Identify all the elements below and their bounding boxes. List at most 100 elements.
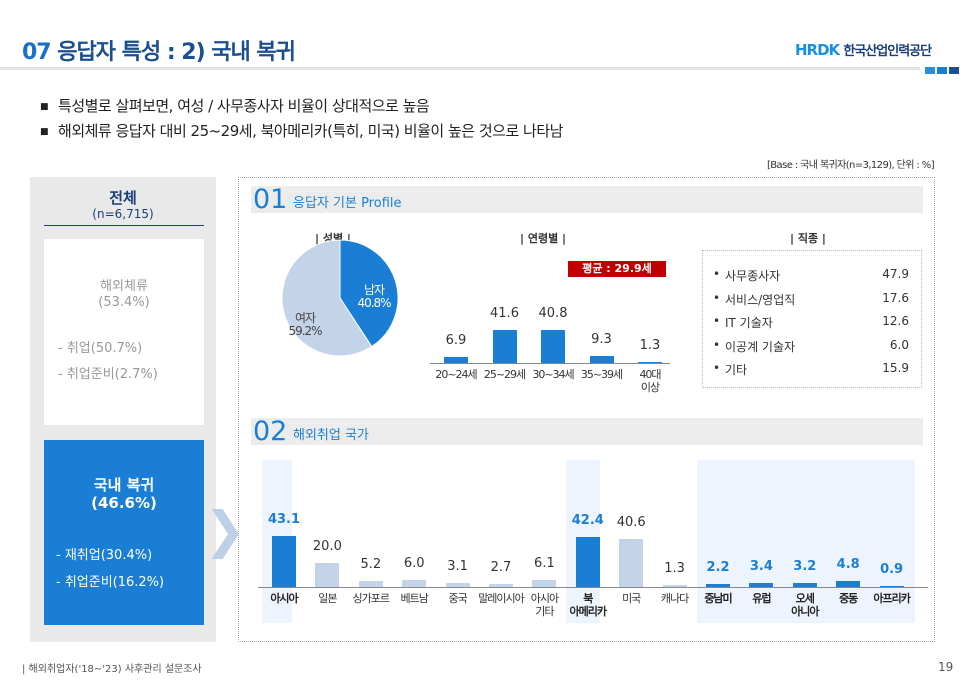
category-label: 미국 bbox=[622, 592, 641, 605]
domestic-box: 국내 복귀 (46.6%) - 재취업(30.4%) - 취업준비(16.2%) bbox=[44, 440, 204, 625]
bar-value-label: 3.4 bbox=[749, 558, 773, 574]
bullet-1: 특성별로 살펴보면, 여성 / 사무종사자 비율이 상대적으로 높음 bbox=[40, 95, 430, 116]
bar bbox=[589, 355, 614, 363]
job-name: 사무종사자 bbox=[725, 269, 781, 283]
bar-value-label: 9.3 bbox=[591, 331, 612, 347]
bar bbox=[638, 361, 662, 363]
bar-value-label: 4.8 bbox=[836, 557, 860, 573]
bullet-dot: • bbox=[713, 314, 721, 328]
category-label: 아시아 bbox=[270, 592, 298, 605]
category-label: 30~34세 bbox=[532, 368, 574, 381]
job-row: 서비스/영업직 17.6 • bbox=[713, 291, 909, 308]
category-label: 오세 아니아 bbox=[791, 592, 819, 618]
category-label: 싱가포르 bbox=[352, 592, 390, 605]
deco-square bbox=[937, 67, 947, 74]
axis-line bbox=[258, 587, 928, 588]
bar-value-label: 0.9 bbox=[880, 561, 904, 577]
overseas-label: 해외체류 bbox=[100, 279, 148, 294]
bar bbox=[489, 583, 513, 587]
bar bbox=[662, 585, 687, 587]
category-label: 25~29세 bbox=[483, 368, 526, 381]
category-label: 일본 bbox=[318, 592, 337, 605]
bar bbox=[492, 329, 517, 363]
pie-label-male: 남자 40.8% bbox=[357, 283, 391, 310]
job-name: 이공계 기술자 bbox=[725, 339, 796, 354]
category-label: 중국 bbox=[448, 592, 467, 605]
job-value: 47.9 bbox=[882, 267, 909, 281]
bullet-2: 해외체류 응답자 대비 25~29세, 북아메리카(특히, 미국) 비율이 높은… bbox=[40, 120, 563, 141]
pie-slice-female bbox=[281, 239, 373, 357]
bar-value-label: 6.0 bbox=[403, 555, 425, 571]
bar bbox=[445, 583, 470, 587]
overseas-pct: (53.4%) bbox=[98, 295, 150, 310]
bar bbox=[836, 581, 861, 587]
bullet-dot: • bbox=[713, 337, 721, 352]
job-table: 사무종사자 47.9 • 서비스/영업직 17.6 • IT 기술자 12.6 • 이공계 기술자… bbox=[702, 250, 922, 388]
title-divider bbox=[0, 67, 920, 70]
overseas-item: - 취업준비(2.7%) bbox=[58, 367, 158, 382]
bar bbox=[358, 580, 383, 587]
bar-value-label: 3.1 bbox=[447, 559, 468, 575]
job-name: 서비스/영업직 bbox=[725, 292, 796, 307]
job-value: 15.9 bbox=[882, 361, 909, 375]
bar-value-label: 40.6 bbox=[616, 515, 646, 531]
bar-value-label: 6.9 bbox=[445, 333, 467, 349]
section-01-header: 01 응답자 기본 Profile bbox=[251, 184, 923, 215]
bar-value-label: 3.2 bbox=[793, 559, 817, 575]
domestic-label: 국내 복귀 bbox=[93, 476, 155, 494]
category-label: 아시아 기타 bbox=[530, 592, 559, 618]
bullet-dot: • bbox=[713, 361, 721, 375]
bar bbox=[402, 579, 427, 587]
average-age-badge: 평균 : 29.9세 bbox=[568, 261, 666, 277]
job-row: 이공계 기술자 6.0 • bbox=[713, 338, 909, 355]
deco-square bbox=[925, 67, 935, 74]
domestic-pct: (46.6%) bbox=[91, 494, 157, 512]
category-label: 35~39세 bbox=[580, 368, 623, 381]
job-name: IT 기술자 bbox=[725, 316, 773, 330]
bar bbox=[749, 582, 774, 587]
bar-value-label: 2.7 bbox=[490, 559, 512, 575]
bar-value-label: 1.3 bbox=[639, 337, 661, 353]
bar-value-label: 6.1 bbox=[534, 555, 555, 571]
job-value: 17.6 bbox=[882, 290, 909, 305]
bullet-dot: • bbox=[713, 267, 721, 281]
job-name: 기타 bbox=[725, 363, 748, 377]
page-number: 19 bbox=[938, 660, 954, 674]
category-label: 20~24세 bbox=[435, 368, 477, 381]
total-n: (n=6,715) bbox=[92, 207, 154, 221]
domestic-item: - 재취업(30.4%) bbox=[56, 548, 153, 563]
left-panel: 전체 (n=6,715) 해외체류 (53.4%) - 취업(50.7%) - … bbox=[30, 177, 216, 642]
bar bbox=[575, 536, 600, 587]
job-value: 12.6 bbox=[882, 314, 909, 328]
category-label: 말레이시아 bbox=[478, 592, 525, 605]
category-label: 베트남 bbox=[400, 592, 429, 605]
bar bbox=[532, 579, 557, 587]
bar bbox=[792, 583, 817, 587]
bar bbox=[272, 536, 296, 587]
pie-label-female: 여자 59.2% bbox=[288, 311, 322, 338]
domestic-item: - 취업준비(16.2%) bbox=[56, 575, 165, 590]
divider bbox=[44, 225, 204, 226]
bar bbox=[315, 563, 340, 587]
page-title: 07 응답자 특성 : 2) 국내 복귀 bbox=[22, 40, 296, 65]
job-row: 기타 15.9 • bbox=[713, 361, 909, 378]
bar bbox=[444, 357, 468, 363]
total-title: 전체 bbox=[109, 189, 137, 207]
axis-line bbox=[430, 363, 670, 364]
bar-value-label: 41.6 bbox=[490, 305, 519, 321]
job-row: IT 기술자 12.6 • bbox=[713, 314, 909, 331]
highlight-band bbox=[697, 460, 915, 623]
bullet-dot: • bbox=[713, 290, 721, 305]
bar bbox=[619, 539, 644, 587]
bar bbox=[706, 584, 730, 587]
category-label: 북 아메리카 bbox=[569, 592, 607, 618]
base-note: [Base : 국내 복귀자(n=3,129), 단위 : %] bbox=[767, 160, 935, 171]
bar-value-label: 2.2 bbox=[706, 560, 730, 576]
category-label: 40대 이상 bbox=[639, 368, 661, 394]
section-02-header: 02 해외취업 국가 bbox=[251, 416, 923, 447]
bar-value-label: 43.1 bbox=[267, 512, 301, 528]
logo: HRDK 한국산업인력공단 bbox=[795, 41, 932, 59]
deco-square bbox=[949, 67, 959, 74]
bar-value-label: 20.0 bbox=[312, 539, 342, 555]
category-label: 유럽 bbox=[752, 592, 771, 605]
